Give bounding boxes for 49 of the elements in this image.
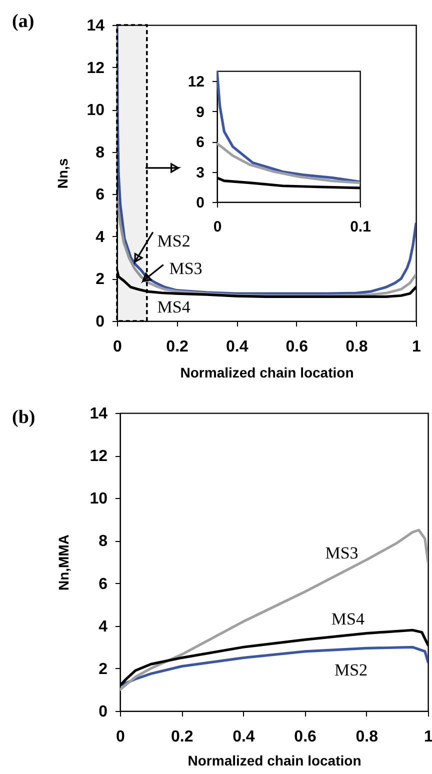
x-tick-label: 0.2 xyxy=(170,728,194,746)
line-series xyxy=(120,646,428,687)
y-axis-title: Nn,MMA xyxy=(56,534,72,590)
x-axis-title: Normalized chain location xyxy=(188,752,362,768)
y-tick-label: 9 xyxy=(196,104,204,121)
y-tick-label: 14 xyxy=(90,406,108,422)
line-series xyxy=(217,142,360,184)
y-tick-label: 6 xyxy=(196,134,204,152)
annotation: MS2 xyxy=(157,232,190,251)
annotation: MS3 xyxy=(169,259,202,278)
x-tick-label: 1 xyxy=(412,338,422,356)
annotation: MS3 xyxy=(325,543,358,562)
x-tick-label: 0 xyxy=(113,338,122,356)
x-tick-label: 0.4 xyxy=(232,728,255,746)
y-tick-label: 2 xyxy=(98,660,108,678)
x-tick-label: 0.8 xyxy=(346,338,368,356)
x-tick-label: 0.4 xyxy=(226,338,248,356)
y-axis-title: Nn,s xyxy=(54,158,71,189)
y-tick-label: 6 xyxy=(96,186,105,204)
y-tick-label: 10 xyxy=(86,102,105,120)
y-tick-label: 0 xyxy=(196,194,204,212)
y-tick-label: 4 xyxy=(96,228,105,246)
line-series xyxy=(120,528,428,692)
y-tick-label: 2 xyxy=(96,271,105,288)
y-tick-label: 12 xyxy=(90,448,108,466)
y-tick-label: 0 xyxy=(96,314,105,330)
x-tick-label: 0 xyxy=(116,728,126,746)
x-tick-label: 0.1 xyxy=(350,218,371,236)
annotation: MS4 xyxy=(157,297,191,316)
y-tick-label: 14 xyxy=(86,18,105,34)
y-tick-label: 6 xyxy=(98,576,108,593)
y-tick-label: 12 xyxy=(86,60,105,77)
line-series xyxy=(217,71,360,184)
x-tick-label: 0.2 xyxy=(166,338,189,356)
y-tick-label: 10 xyxy=(90,490,108,508)
y-tick-label: 0 xyxy=(98,704,108,720)
y-tick-label: 12 xyxy=(188,74,204,91)
y-tick-label: 4 xyxy=(98,618,108,636)
annotation: MS2 xyxy=(334,660,368,680)
y-tick-label: 8 xyxy=(98,533,108,550)
x-axis-title: Normalized chain location xyxy=(180,364,354,380)
x-tick-label: 0.6 xyxy=(294,728,317,746)
y-tick-label: 3 xyxy=(196,164,204,182)
chart-title: (b) xyxy=(12,407,36,428)
annotation: MS4 xyxy=(331,610,365,629)
chart-title: (a) xyxy=(12,11,34,32)
y-tick-label: 8 xyxy=(96,144,105,162)
x-tick-label: 0.6 xyxy=(286,338,308,356)
x-tick-label: 0.8 xyxy=(356,728,378,746)
